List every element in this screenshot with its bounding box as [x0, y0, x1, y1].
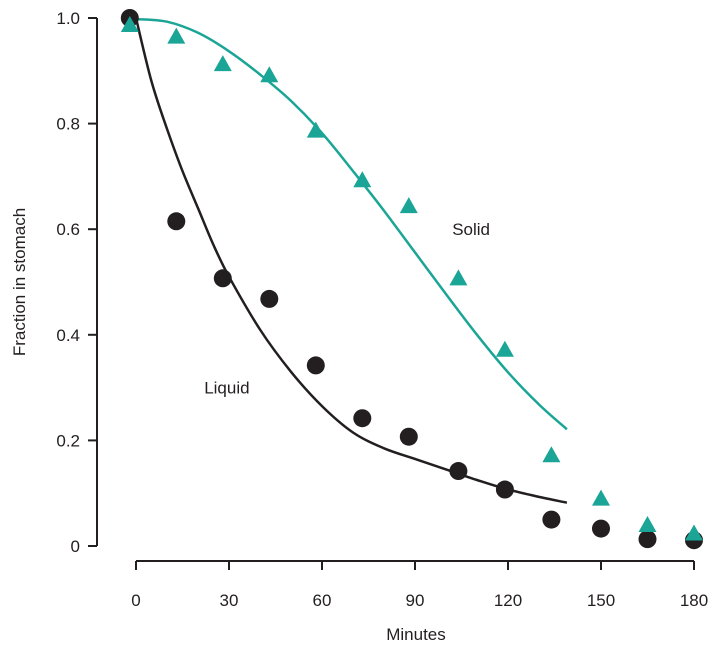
y-tick-label: 0.2: [56, 431, 80, 450]
liquid-data-point: [542, 511, 560, 529]
liquid-data-point: [496, 481, 514, 499]
solid-data-point: [592, 490, 610, 506]
solid-data-point: [685, 525, 703, 541]
liquid-data-point: [400, 428, 418, 446]
liquid-data-point: [214, 269, 232, 287]
liquid-data-point: [639, 530, 657, 548]
x-tick-label: 120: [494, 591, 522, 610]
y-axis-title: Fraction in stomach: [10, 208, 29, 356]
y-tick-label: 1.0: [56, 9, 80, 28]
x-tick-label: 60: [313, 591, 332, 610]
solid-series-label: Solid: [452, 220, 490, 239]
x-tick-label: 0: [131, 591, 140, 610]
data-points: [121, 9, 703, 549]
x-tick-label: 180: [680, 591, 708, 610]
x-tick-label: 90: [406, 591, 425, 610]
fit-curves: [136, 18, 567, 503]
liquid-data-point: [353, 409, 371, 427]
solid-data-point: [260, 66, 278, 82]
solid-data-point: [496, 341, 514, 357]
liquid-fit-curve: [136, 18, 567, 503]
x-tick-label: 150: [587, 591, 615, 610]
solid-data-point: [449, 269, 467, 285]
liquid-data-point: [307, 356, 325, 374]
solid-data-point: [400, 197, 418, 213]
liquid-data-point: [167, 212, 185, 230]
liquid-data-point: [260, 290, 278, 308]
x-tick-label: 30: [220, 591, 239, 610]
x-ticks: 0 30 60 90 120 150 180: [131, 561, 708, 610]
x-axis-title: Minutes: [386, 625, 446, 644]
solid-fit-curve: [136, 19, 567, 429]
y-tick-label: 0.8: [56, 115, 80, 134]
y-tick-label: 0.4: [56, 326, 80, 345]
solid-data-point: [542, 446, 560, 462]
solid-data-point: [307, 122, 325, 138]
liquid-data-point: [449, 462, 467, 480]
solid-data-point: [639, 516, 657, 532]
y-tick-label: 0.6: [56, 220, 80, 239]
y-ticks: 0 0.2 0.4 0.6 0.8 1.0: [56, 9, 97, 556]
y-tick-label: 0: [71, 537, 80, 556]
solid-data-point: [214, 55, 232, 71]
liquid-data-point: [592, 520, 610, 538]
liquid-series-label: Liquid: [204, 379, 249, 398]
solid-data-point: [167, 28, 185, 44]
